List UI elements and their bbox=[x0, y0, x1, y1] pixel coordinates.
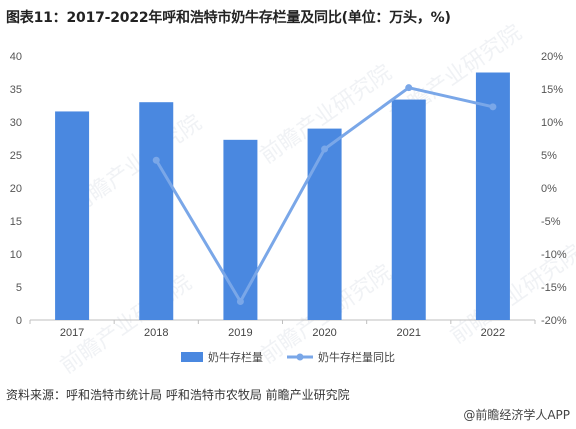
chart-axes: 0 5 10 15 20 25 30 35 40 -20% -15% -10% -5% 0% 5% 10% 15… bbox=[10, 51, 567, 339]
y-right-tick-label: 0% bbox=[541, 183, 557, 195]
x-tick-label: 2019 bbox=[228, 327, 252, 339]
x-tick-label: 2018 bbox=[144, 327, 168, 339]
line-point bbox=[321, 145, 329, 153]
bar bbox=[475, 72, 510, 320]
legend-bar-label: 奶牛存栏量 bbox=[208, 350, 263, 364]
line-series bbox=[152, 84, 497, 306]
bar bbox=[55, 111, 90, 320]
y-right-tick-label: -10% bbox=[541, 249, 567, 261]
brand-credit: @前瞻经济学人APP bbox=[463, 408, 570, 422]
line-point bbox=[405, 84, 413, 92]
x-tick-label: 2022 bbox=[481, 327, 505, 339]
bar bbox=[307, 128, 342, 320]
bar bbox=[391, 99, 426, 320]
y-left-tick-label: 5 bbox=[16, 282, 22, 294]
y-right-tick-label: 10% bbox=[541, 117, 563, 129]
x-tick-label: 2017 bbox=[60, 327, 84, 339]
source-note: 资料来源：呼和浩特市统计局 呼和浩特市农牧局 前瞻产业研究院 bbox=[6, 388, 350, 402]
legend-line-marker bbox=[296, 353, 304, 361]
y-left-tick-label: 35 bbox=[10, 84, 22, 96]
y-left-tick-label: 20 bbox=[10, 183, 22, 195]
y-left-tick-label: 15 bbox=[10, 216, 22, 228]
chart-title: 图表11：2017-2022年呼和浩特市奶牛存栏量及同比(单位：万头，%) bbox=[6, 10, 451, 26]
line-point bbox=[236, 298, 244, 306]
legend-line-label: 奶牛存栏量同比 bbox=[318, 350, 395, 364]
line-point bbox=[489, 103, 497, 111]
y-left-tick-label: 40 bbox=[10, 51, 22, 63]
bar bbox=[139, 102, 174, 320]
y-right-tick-label: -20% bbox=[541, 315, 567, 327]
x-tick-label: 2020 bbox=[312, 327, 336, 339]
y-left-tick-label: 0 bbox=[16, 315, 22, 327]
legend-bar-swatch bbox=[181, 352, 203, 362]
y-left-tick-label: 25 bbox=[10, 150, 22, 162]
y-right-tick-label: 20% bbox=[541, 51, 563, 63]
y-left-tick-label: 10 bbox=[10, 249, 22, 261]
bar-series bbox=[55, 72, 510, 320]
y-right-tick-label: -5% bbox=[541, 216, 561, 228]
y-right-tick-label: 15% bbox=[541, 84, 563, 96]
y-right-tick-label: 5% bbox=[541, 150, 557, 162]
y-right-tick-label: -15% bbox=[541, 282, 567, 294]
line-point bbox=[152, 156, 160, 164]
bar bbox=[223, 139, 258, 320]
chart-legend: 奶牛存栏量 奶牛存栏量同比 bbox=[181, 350, 395, 364]
x-tick-label: 2021 bbox=[397, 327, 421, 339]
y-left-tick-label: 30 bbox=[10, 117, 22, 129]
